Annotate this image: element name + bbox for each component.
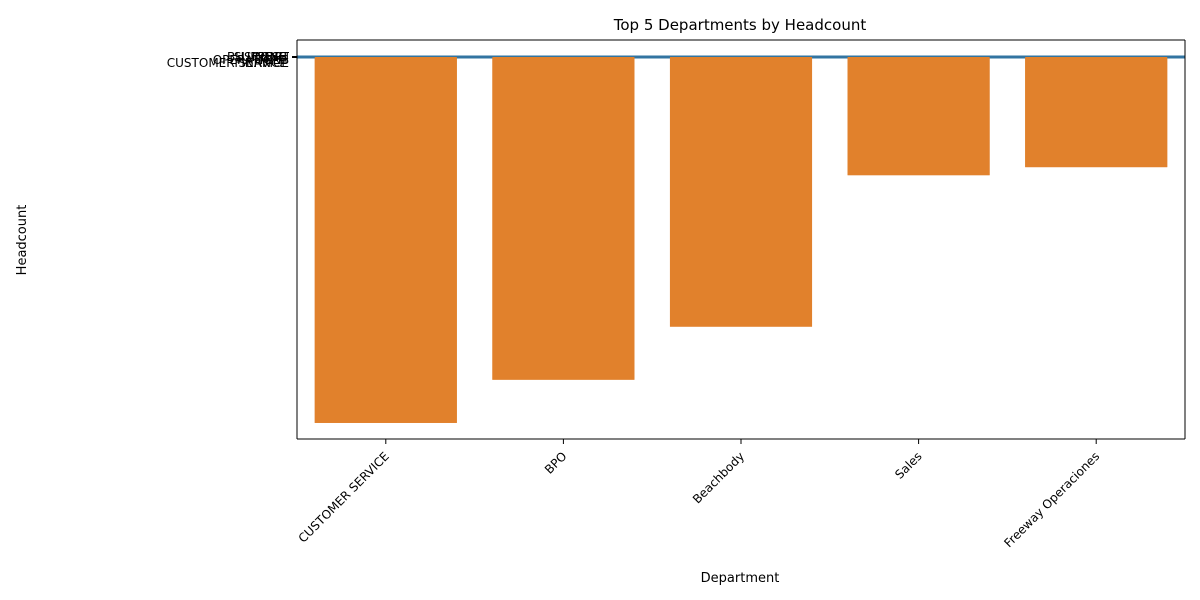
- bar-overlay-1: [492, 57, 635, 380]
- y-tick-label-3: BUSINESS: [227, 50, 287, 64]
- y-tick-label-1: TELE: [257, 53, 287, 67]
- y-tick-label-2: CUSTOMER SERVICE: [167, 56, 289, 70]
- bar-overlay-0: [314, 57, 457, 423]
- x-tick-label-2: Beachbody: [690, 449, 747, 506]
- bar-overlay-4: [1025, 57, 1168, 168]
- y-tick-label-4: OPERATIONS: [213, 53, 289, 67]
- plot-area: CUSTOMER SERVICE BPO Beachbody Sales Freeway…: [167, 39, 1186, 550]
- y-tick-label-5: FINANCE: [234, 56, 287, 70]
- y-axis-label: Headcount: [15, 205, 30, 276]
- chart-title: Top 5 Departments by Headcount: [613, 16, 867, 34]
- y-tick-label-6: SUPPORT: [234, 50, 290, 64]
- bar-overlay-3: [847, 57, 990, 176]
- y-tick-label-0: CONFI: [252, 50, 289, 64]
- x-tick-label-0: CUSTOMER SERVICE: [296, 449, 392, 545]
- x-tick-label-3: Sales: [892, 449, 924, 481]
- x-axis-label: Department: [701, 571, 780, 586]
- x-tick-label-4: Freeway Operaciones: [1001, 449, 1102, 550]
- x-tick-label-1: BPO: [542, 449, 570, 477]
- bar-overlay-2: [669, 57, 813, 327]
